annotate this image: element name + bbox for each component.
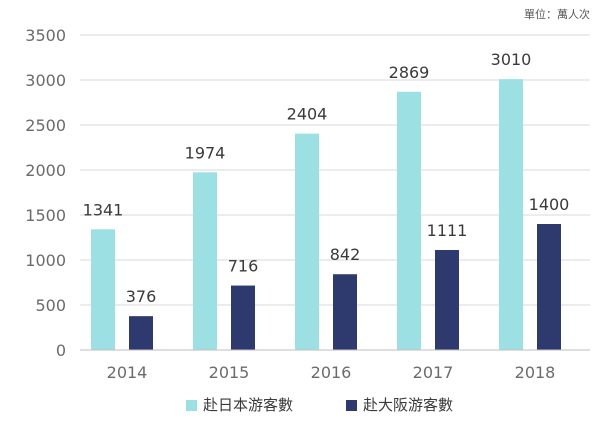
x-tick-label: 2015 xyxy=(209,363,250,382)
y-tick-label: 2500 xyxy=(25,116,66,135)
data-label: 1400 xyxy=(529,195,570,214)
x-tick-label: 2018 xyxy=(515,363,556,382)
bar xyxy=(435,250,459,350)
unit-note: 單位：萬人次 xyxy=(524,7,590,21)
bar xyxy=(91,229,115,350)
data-label: 3010 xyxy=(491,50,532,69)
y-tick-label: 0 xyxy=(56,341,66,360)
bars: 1341 376 1974 716 2404 842 2869 1111 3010 1400 xyxy=(83,50,570,350)
data-label: 2869 xyxy=(389,63,430,82)
y-tick-label: 500 xyxy=(35,296,66,315)
data-label: 376 xyxy=(126,287,157,306)
x-tick-label: 2014 xyxy=(107,363,148,382)
data-label: 1974 xyxy=(185,143,226,162)
data-label: 1341 xyxy=(83,200,124,219)
data-label: 2404 xyxy=(287,105,328,124)
legend-label: 赴日本游客數 xyxy=(203,396,293,414)
bar xyxy=(193,172,217,350)
y-tick-label: 1000 xyxy=(25,251,66,270)
bar xyxy=(537,224,561,350)
data-label: 1111 xyxy=(427,221,468,240)
x-tick-label: 2016 xyxy=(311,363,352,382)
bar xyxy=(231,285,255,350)
bar xyxy=(295,133,319,350)
legend-label: 赴大阪游客數 xyxy=(363,396,453,414)
data-label: 716 xyxy=(228,257,259,276)
bar xyxy=(397,91,421,350)
legend-swatch xyxy=(186,400,197,411)
y-axis: 0 500 1000 1500 2000 2500 3000 3500 xyxy=(25,26,66,360)
y-tick-label: 3000 xyxy=(25,71,66,90)
data-label: 842 xyxy=(330,245,361,264)
grid-lines xyxy=(80,34,590,351)
bar xyxy=(129,316,153,350)
x-tick-label: 2017 xyxy=(413,363,454,382)
y-tick-label: 2000 xyxy=(25,161,66,180)
bar xyxy=(333,274,357,350)
y-tick-label: 3500 xyxy=(25,26,66,45)
x-axis: 2014 2015 2016 2017 2018 xyxy=(80,349,590,382)
legend: 赴日本游客數 赴大阪游客數 xyxy=(186,396,453,414)
y-tick-label: 1500 xyxy=(25,206,66,225)
bar xyxy=(499,79,523,350)
legend-swatch xyxy=(346,400,357,411)
